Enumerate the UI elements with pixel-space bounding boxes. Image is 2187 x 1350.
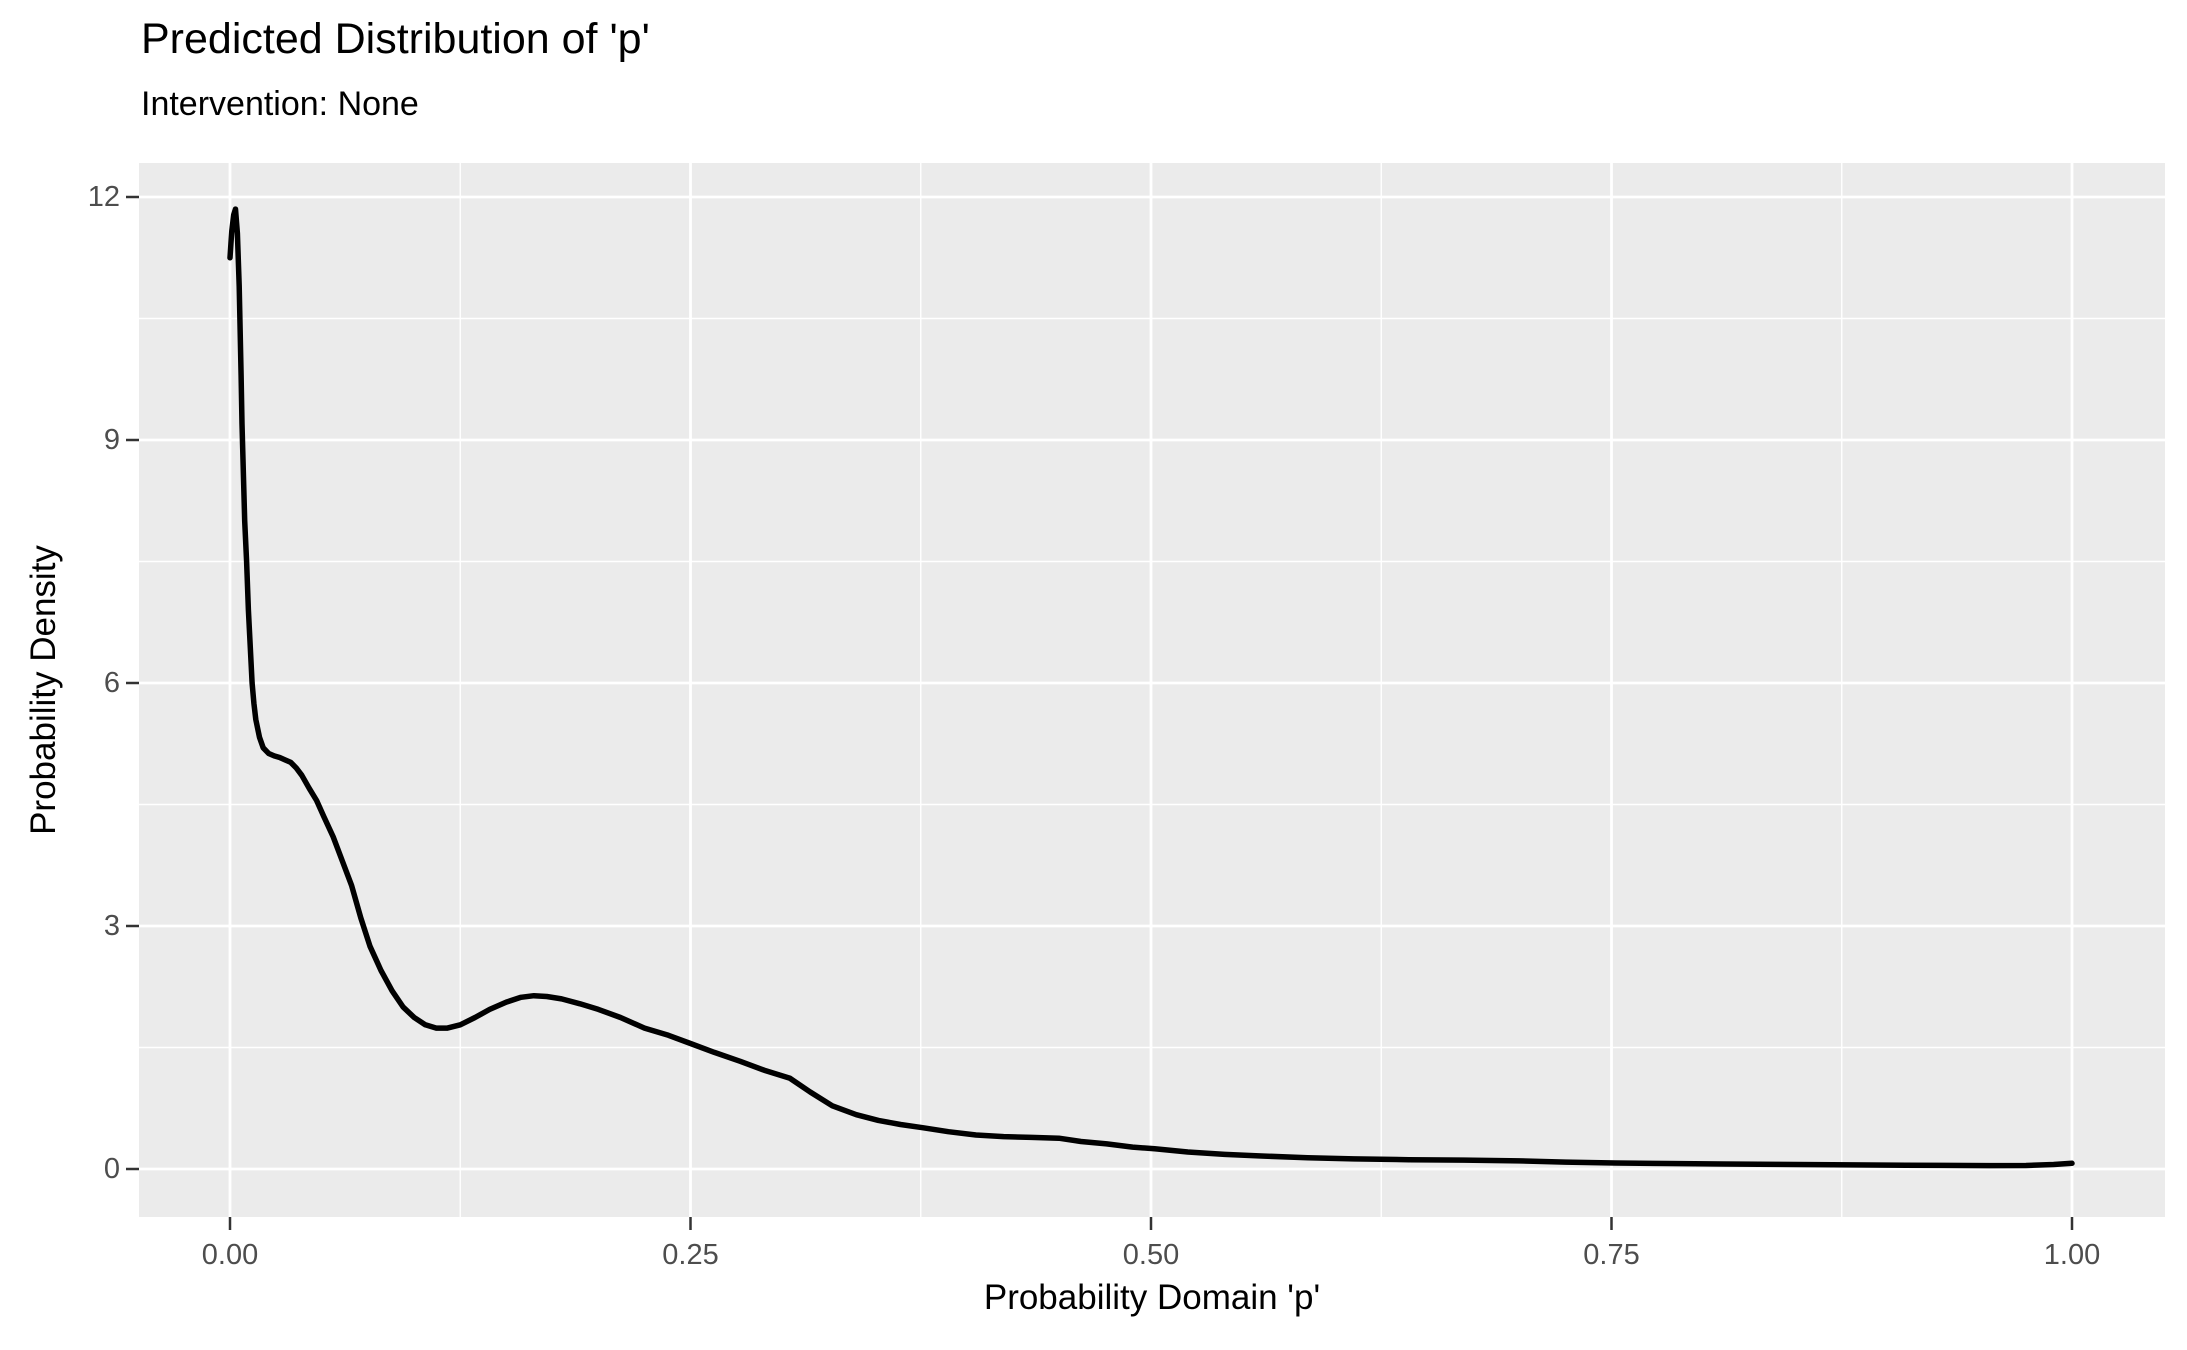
y-tick-label: 3 (103, 910, 120, 942)
y-tick-label: 9 (103, 424, 120, 456)
chart-subtitle: Intervention: None (141, 85, 419, 123)
y-tick-label: 12 (87, 181, 120, 213)
x-tick-label: 0.00 (201, 1239, 259, 1271)
x-tick-label: 1.00 (2043, 1239, 2101, 1271)
y-tick-label: 0 (103, 1153, 120, 1185)
x-axis-title: Probability Domain 'p' (983, 1278, 1321, 1317)
x-tick-label: 0.25 (662, 1239, 719, 1271)
chart-title: Predicted Distribution of 'p' (141, 15, 650, 63)
x-tick-label: 0.50 (1122, 1239, 1180, 1271)
x-tick-label: 0.75 (1583, 1239, 1640, 1271)
y-axis-title: Probability Density (24, 545, 63, 835)
density-curve (227, 206, 2075, 1169)
y-tick-label: 6 (103, 667, 120, 699)
